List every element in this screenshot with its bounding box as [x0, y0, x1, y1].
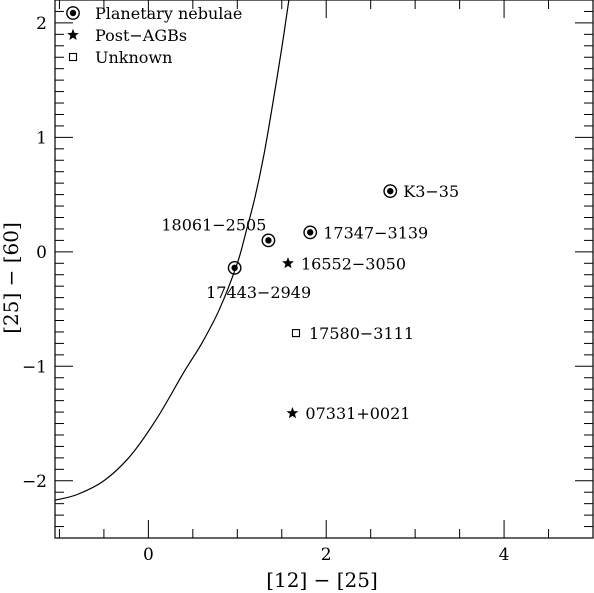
marker-dot: [231, 264, 238, 272]
marker-ring: [303, 225, 318, 240]
x-tick-label: 2: [321, 545, 332, 565]
legend-label: Post−AGBs: [95, 26, 187, 45]
points-layer: K3−35 18061−2505 17347−3139 17443−2949 16552…: [161, 182, 459, 423]
model-curve: [55, 0, 290, 501]
marker-ring: [66, 6, 80, 20]
legend-marker: [67, 28, 79, 41]
data-point: [227, 260, 242, 275]
data-point: [282, 257, 294, 269]
x-tick-label: 0: [143, 545, 154, 565]
data-point: [291, 329, 301, 338]
data-label: K3−35: [403, 182, 459, 201]
y-tick-label: −2: [22, 472, 47, 492]
data-point: [383, 184, 398, 199]
marker-dot: [265, 237, 272, 244]
marker-ring: [383, 184, 398, 199]
y-tick-label: 1: [36, 128, 47, 148]
y-tick-label: 0: [36, 243, 47, 263]
data-point: [286, 407, 299, 419]
marker-dot: [387, 187, 394, 195]
x-tick-label: 4: [499, 545, 510, 565]
data-point: [261, 233, 276, 248]
curve-layer: [55, 0, 290, 501]
marker-ring: [227, 260, 242, 275]
x-axis-label: [12] − [25]: [266, 568, 378, 592]
marker-square: [68, 52, 78, 62]
legend-label: Unknown: [95, 48, 172, 67]
marker-star: [286, 407, 299, 419]
y-axis-label: [25] − [60]: [0, 222, 23, 334]
marker-ring: [261, 233, 276, 248]
marker-star: [67, 28, 79, 41]
plot-frame: [54, 0, 594, 539]
marker-star: [282, 257, 294, 269]
y-tick-label: −1: [22, 357, 47, 377]
data-label: 16552−3050: [301, 254, 406, 273]
data-label: 18061−2505: [161, 215, 266, 234]
marker-dot: [307, 229, 314, 236]
legend: Planetary nebulae Post−AGBs Unknown: [66, 4, 242, 67]
marker-dot: [69, 9, 77, 17]
legend-marker: [68, 52, 78, 62]
data-label: 17347−3139: [323, 223, 428, 242]
data-point: [303, 225, 318, 240]
y-tick-label: 2: [36, 14, 47, 34]
marker-square: [291, 329, 301, 338]
data-label: 07331+0021: [305, 404, 410, 423]
data-label: 17580−3111: [309, 324, 414, 343]
legend-label: Planetary nebulae: [95, 4, 242, 23]
data-label: 17443−2949: [206, 283, 311, 302]
axes: 0 2 4 −2 −1 0 1 2: [22, 0, 594, 565]
legend-marker: [66, 6, 80, 20]
